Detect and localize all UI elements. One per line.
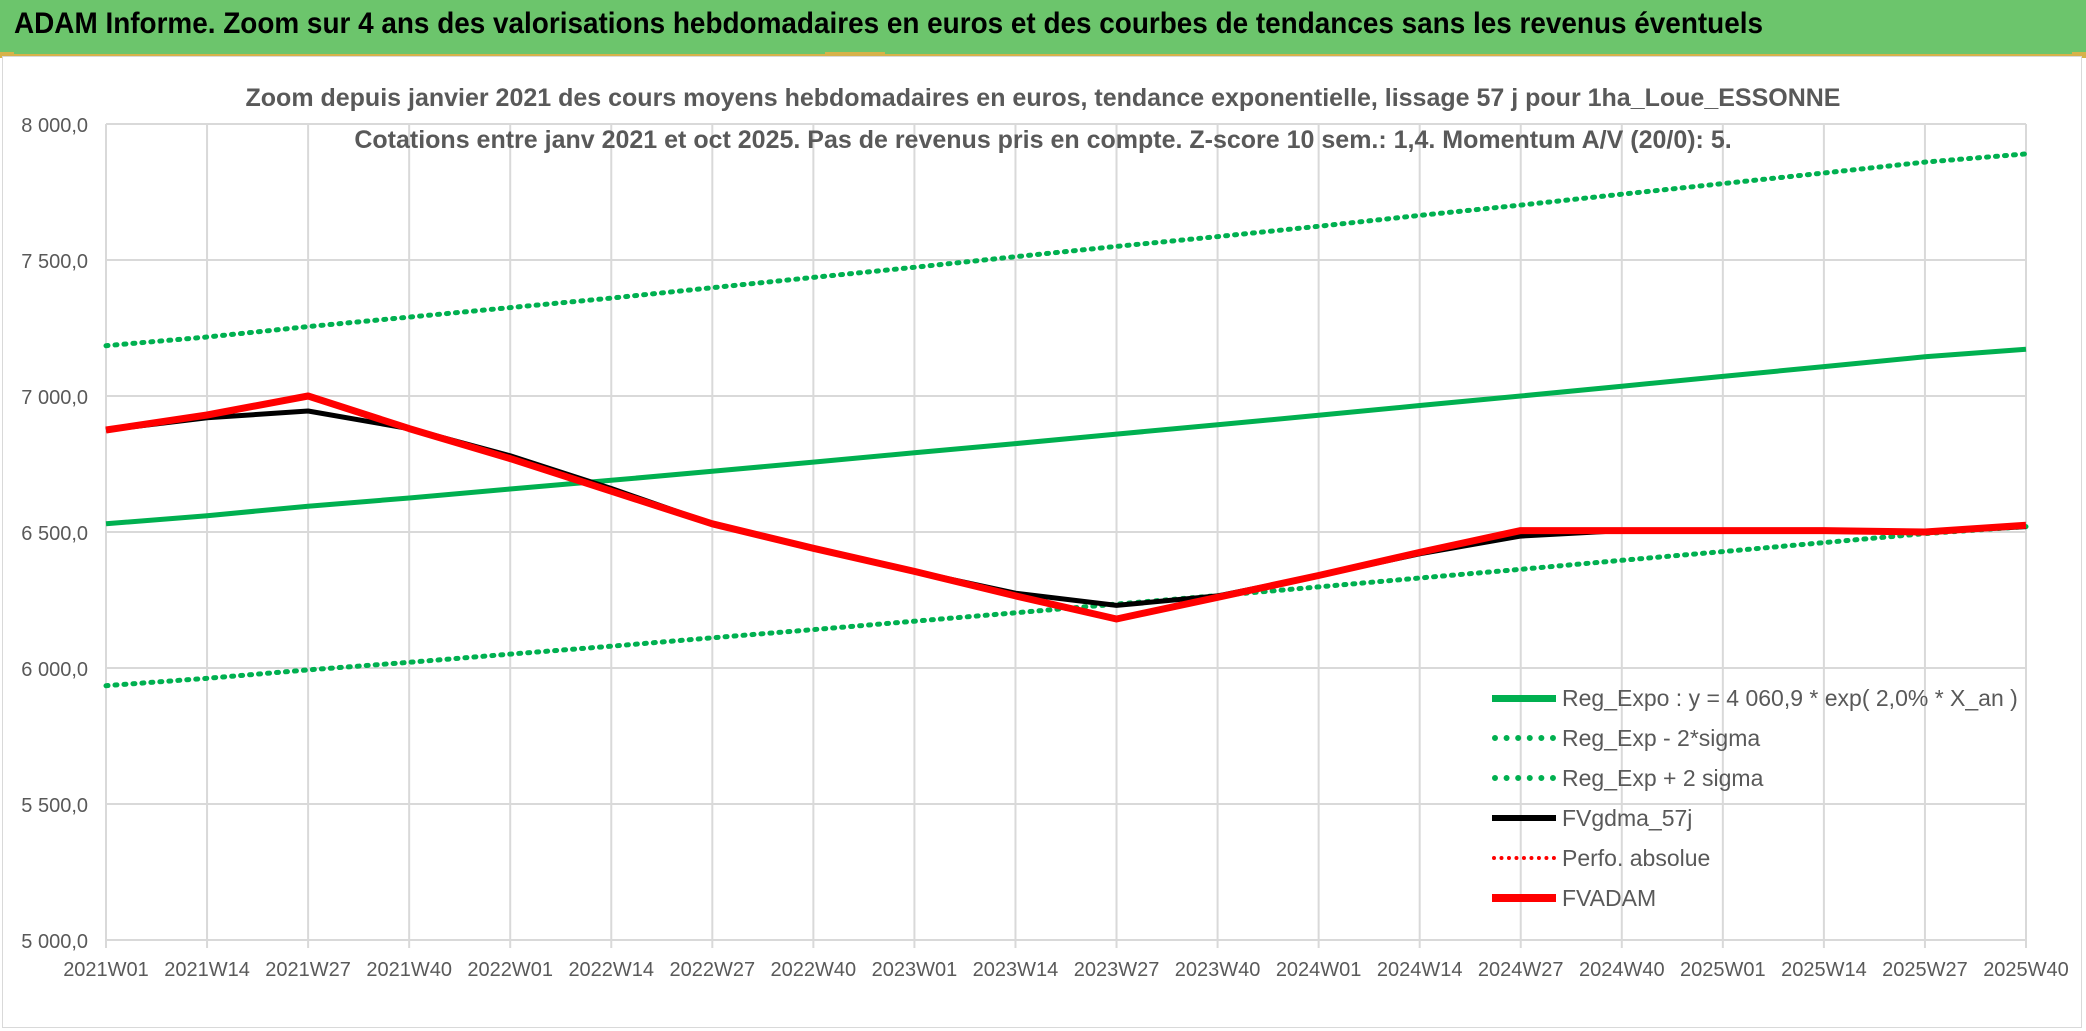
legend-item-fvadam: FVADAM [1492,878,2018,918]
series-line-2 [103,151,2029,349]
x-tick-label: 2022W14 [568,959,654,981]
corner-mark-right [2072,52,2086,58]
legend-label: Reg_Exp - 2*sigma [1562,724,1761,751]
legend-label: FVgdma_57j [1562,804,1693,831]
y-tick-label: 5 000,0 [21,931,88,953]
legend-item-reg-exp-plus: Reg_Exp + 2 sigma [1492,758,2018,798]
x-tick-label: 2023W27 [1074,959,1160,981]
y-tick-label: 7 000,0 [21,387,88,409]
x-tick-label: 2021W27 [265,959,351,981]
x-tick-label: 2022W01 [467,959,553,981]
banner-title: ADAM Informe. Zoom sur 4 ans des valoris… [14,7,1763,40]
series-line-5 [105,392,2027,623]
x-tick-label: 2025W14 [1781,959,1867,981]
x-tick-label: 2024W01 [1276,959,1362,981]
legend-label: Perfo. absolue [1562,844,1711,871]
chart-subtitle: Cotations entre janv 2021 et oct 2025. P… [354,126,1732,154]
chart-legend: Reg_Expo : y = 4 060,9 * exp( 2,0% * X_a… [1492,678,2018,918]
legend-item-perfo: Perfo. absolue [1492,838,2018,878]
x-tick-label: 2024W14 [1377,959,1463,981]
x-tick-label: 2021W01 [63,959,149,981]
x-tick-label: 2021W40 [366,959,452,981]
x-tick-label: 2024W27 [1478,959,1564,981]
legend-swatch [1492,815,1556,821]
legend-swatch [1492,856,1556,860]
x-tick-label: 2022W40 [771,959,857,981]
series-line-4 [105,394,2027,621]
legend-item-reg-exp-minus: Reg_Exp - 2*sigma [1492,718,2018,758]
legend-swatch [1492,775,1556,781]
legend-label: Reg_Exp + 2 sigma [1562,764,1764,791]
series-line-0 [105,346,2027,527]
x-tick-label: 2023W01 [872,959,958,981]
legend-label: FVADAM [1562,884,1657,911]
y-tick-label: 6 000,0 [21,659,88,681]
y-tick-label: 7 500,0 [21,251,88,273]
y-tick-label: 6 500,0 [21,523,88,545]
legend-item-fvgdma: FVgdma_57j [1492,798,2018,838]
x-tick-label: 2025W01 [1680,959,1766,981]
legend-swatch [1492,694,1556,702]
corner-mark-left [0,52,14,58]
y-tick-label: 5 500,0 [21,795,88,817]
legend-label: Reg_Expo : y = 4 060,9 * exp( 2,0% * X_a… [1562,684,2018,711]
x-tick-label: 2021W14 [164,959,250,981]
x-tick-label: 2025W27 [1882,959,1968,981]
legend-swatch [1492,894,1556,902]
x-tick-label: 2025W40 [1983,959,2069,981]
banner: ADAM Informe. Zoom sur 4 ans des valoris… [0,0,2086,56]
legend-item-reg-expo: Reg_Expo : y = 4 060,9 * exp( 2,0% * X_a… [1492,678,2018,718]
corner-mark-middle [825,52,885,58]
x-tick-label: 2024W40 [1579,959,1665,981]
x-tick-label: 2022W27 [670,959,756,981]
legend-swatch [1492,735,1556,741]
x-tick-label: 2023W14 [973,959,1059,981]
chart-frame [2,56,2082,1028]
chart-title: Zoom depuis janvier 2021 des cours moyen… [245,84,1841,112]
y-tick-label: 8 000,0 [21,115,88,137]
x-tick-label: 2023W40 [1175,959,1261,981]
